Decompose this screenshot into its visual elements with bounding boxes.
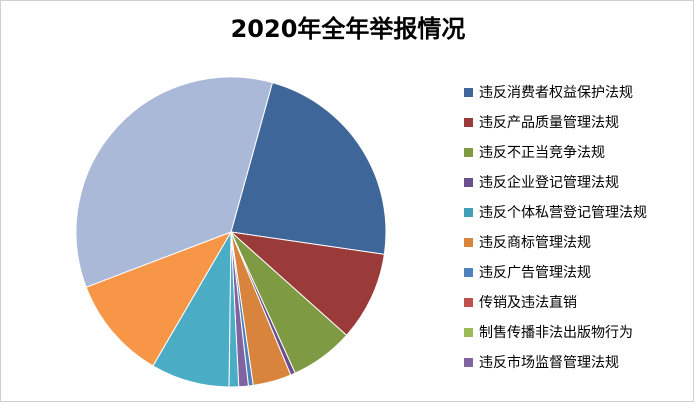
legend-label: 违反商标管理法规 [479, 235, 591, 251]
legend-label: 违反广告管理法规 [479, 265, 591, 281]
legend-label: 违反产品质量管理法规 [479, 115, 619, 131]
legend-label: 传销及违法直销 [479, 295, 577, 311]
legend-swatch [464, 327, 473, 337]
legend-item-1: 违反消费者权益保护法规 [464, 77, 694, 107]
legend-swatch [464, 87, 473, 97]
legend-label: 制售传播非法出版物行为 [479, 325, 633, 341]
legend-label: 违反个体私营登记管理法规 [479, 205, 647, 221]
legend-swatch [464, 237, 473, 247]
legend-swatch [464, 267, 473, 277]
legend-swatch [464, 147, 473, 157]
legend-item-8: 传销及违法直销 [464, 287, 694, 317]
legend-item-4: 违反企业登记管理法规 [464, 167, 694, 197]
legend-item-3: 违反不正当竞争法规 [464, 137, 694, 167]
pie-slice-2 [229, 231, 385, 336]
legend-swatch [464, 297, 473, 307]
legend-item-10: 违反市场监督管理法规 [464, 347, 694, 377]
legend-swatch [464, 357, 473, 367]
legend-label: 违反市场监督管理法规 [479, 355, 619, 371]
legend-swatch [464, 207, 473, 217]
legend: 违反消费者权益保护法规 违反产品质量管理法规 违反不正当竞争法规 违反企业登记管理法规… [464, 77, 694, 377]
legend-swatch [464, 117, 473, 127]
legend-swatch [464, 177, 473, 187]
pie-slice-14 [75, 76, 274, 288]
legend-label: 违反消费者权益保护法规 [479, 85, 633, 101]
legend-item-6: 违反商标管理法规 [464, 227, 694, 257]
legend-item-7: 违反广告管理法规 [464, 257, 694, 287]
legend-item-9: 制售传播非法出版物行为 [464, 317, 694, 347]
legend-item-5: 违反个体私营登记管理法规 [464, 197, 694, 227]
legend-label: 违反企业登记管理法规 [479, 175, 619, 191]
legend-item-2: 违反产品质量管理法规 [464, 107, 694, 137]
legend-label: 违反不正当竞争法规 [479, 145, 605, 161]
pie-slice-13 [85, 231, 233, 367]
chart-title: 2020年全年举报情况 [230, 15, 466, 43]
pie-slice-1 [230, 82, 387, 255]
